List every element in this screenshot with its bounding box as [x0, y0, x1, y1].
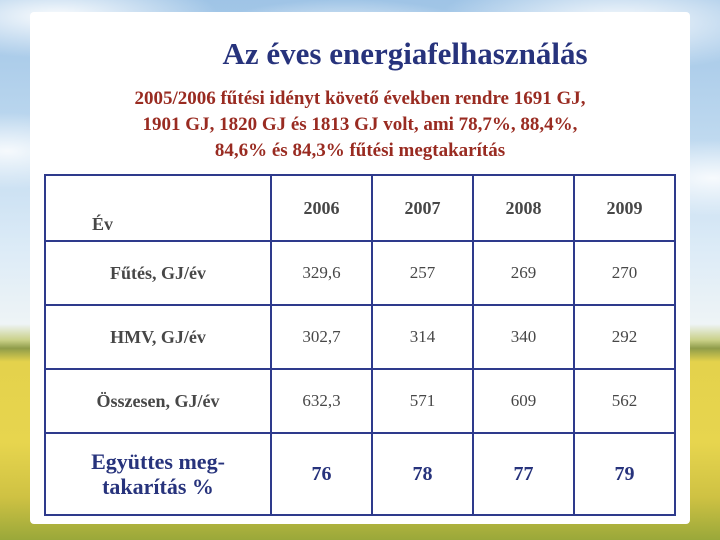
corner-cell: Év [44, 174, 272, 242]
subtitle-line: 84,6% és 84,3% fűtési megtakarítás [214, 140, 506, 161]
value-cell: 79 [573, 432, 676, 516]
table-row: HMV, GJ/év 302,7 314 340 292 [44, 304, 676, 370]
value-cell: 314 [371, 304, 474, 370]
value-cell: 76 [270, 432, 373, 516]
value-cell: 562 [573, 368, 676, 434]
row-label: HMV, GJ/év [44, 304, 272, 370]
value-cell: 269 [472, 240, 575, 306]
value-cell: 257 [371, 240, 474, 306]
value-cell: 302,7 [270, 304, 373, 370]
row-label: Összesen, GJ/év [44, 368, 272, 434]
year-header: 2007 [371, 174, 474, 242]
year-header: 2008 [472, 174, 575, 242]
value-cell: 292 [573, 304, 676, 370]
table-row: Fűtés, GJ/év 329,6 257 269 270 [44, 240, 676, 306]
value-cell: 78 [371, 432, 474, 516]
table-row: Összesen, GJ/év 632,3 571 609 562 [44, 368, 676, 434]
slide-title: Az éves energiafelhasználás [222, 36, 588, 71]
slide-subtitle: 2005/2006 fűtési idényt követő években r… [30, 86, 690, 164]
subtitle-line: 2005/2006 fűtési idényt követő években r… [134, 88, 586, 109]
year-header: 2006 [270, 174, 373, 242]
row-label-line: takarítás % [102, 474, 214, 499]
value-cell: 340 [472, 304, 575, 370]
value-cell: 77 [472, 432, 575, 516]
subtitle-line: 1901 GJ, 1820 GJ és 1813 GJ volt, ami 78… [142, 114, 578, 135]
value-cell: 329,6 [270, 240, 373, 306]
table-header-row: Év 2006 2007 2008 2009 [44, 174, 676, 242]
corner-label: Év [92, 214, 114, 234]
row-label: Fűtés, GJ/év [44, 240, 272, 306]
value-cell: 609 [472, 368, 575, 434]
table-row-total-savings: Együttes meg- takarítás % 76 78 77 79 [44, 432, 676, 516]
energy-table: Év 2006 2007 2008 2009 Fűtés, GJ/év 329,… [44, 174, 676, 516]
value-cell: 632,3 [270, 368, 373, 434]
row-label-line: Együttes meg- [91, 448, 225, 474]
value-cell: 270 [573, 240, 676, 306]
year-header: 2009 [573, 174, 676, 242]
row-label: Együttes meg- takarítás % [44, 432, 272, 516]
content-panel: Az éves energiafelhasználás 2005/2006 fű… [30, 12, 690, 524]
value-cell: 571 [371, 368, 474, 434]
